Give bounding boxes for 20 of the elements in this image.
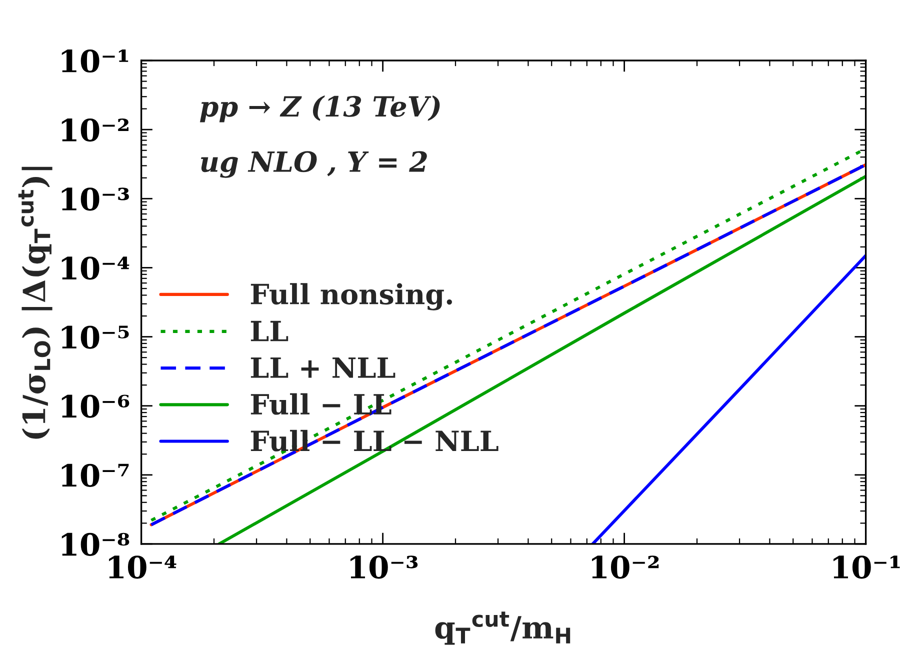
x-axis-title: q$_{T}$$^{cut}$/m$_{H}$	[435, 612, 570, 645]
x-tick-label: 10⁻²	[592, 556, 659, 579]
x-tick-label: 10⁻⁴	[109, 556, 176, 579]
x-tick-label: 10⁻³	[350, 556, 418, 579]
y-tick-label: 10⁻⁸	[62, 532, 130, 556]
y-tick-label: 10⁻⁶	[62, 394, 130, 418]
y-tick-label: 10⁻³	[62, 188, 129, 211]
legend-label: Full − LL − NLL	[250, 430, 498, 452]
annotation: pp → Z (13 TeV)	[200, 95, 440, 122]
legend-label: Full nonsing.	[250, 283, 452, 310]
y-tick-label: 10⁻⁷	[62, 464, 129, 487]
y-tick-label: 10⁻⁴	[62, 256, 130, 280]
legend-label: LL + NLL	[250, 358, 396, 378]
y-tick-label: 10⁻²	[62, 118, 128, 142]
y-tick-label: 10⁻¹	[62, 49, 128, 73]
annotation: ug NLO , Y = 2	[201, 151, 427, 178]
x-tick-label: 10⁻¹	[834, 556, 900, 579]
legend-label: LL	[250, 320, 288, 342]
y-tick-label: 10⁻⁵	[62, 326, 129, 349]
y-axis-title: (1/σ$_{LO}$) |Δ(q$_{T}$$^{cut}$)|	[18, 166, 52, 439]
